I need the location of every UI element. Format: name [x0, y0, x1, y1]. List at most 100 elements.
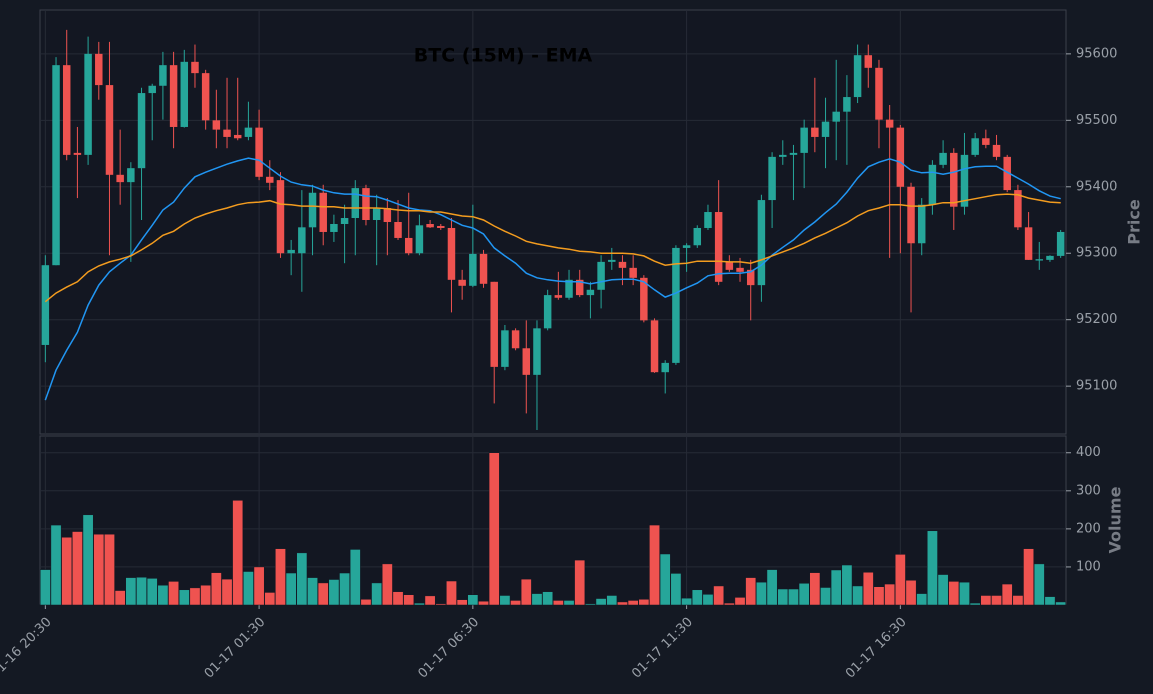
volume-bar: [157, 584, 169, 606]
candle-body: [319, 192, 327, 232]
volume-bar: [467, 594, 479, 606]
volume-bar: [146, 578, 158, 606]
price-axis-label: Price: [1125, 199, 1144, 245]
candle-body: [885, 119, 894, 128]
candle-body: [127, 168, 135, 183]
candle-body: [1014, 190, 1022, 228]
candle-body: [340, 218, 349, 224]
volume-bar: [809, 572, 821, 606]
volume-bar: [595, 598, 607, 606]
candle-body: [907, 186, 915, 244]
candle-body: [522, 348, 531, 375]
candle-body: [255, 127, 263, 177]
volume-bar: [392, 591, 404, 606]
volume-bar: [307, 577, 318, 606]
y-tick-label: 300: [1076, 483, 1101, 498]
volume-bar: [1055, 601, 1067, 606]
candle-body: [960, 154, 969, 207]
volume-axis-label: Volume: [1106, 486, 1125, 553]
volume-bar: [424, 595, 436, 606]
volume-bar: [232, 500, 244, 606]
candle-body: [875, 67, 883, 120]
candle-body: [233, 134, 242, 139]
candle-body: [84, 53, 92, 155]
candle-body: [629, 267, 637, 278]
candle-body: [276, 180, 285, 254]
candle-body: [191, 61, 199, 74]
volume-bar: [520, 578, 532, 606]
volume-bar: [723, 602, 735, 606]
volume-bar: [510, 600, 521, 606]
candle-body: [362, 188, 370, 221]
candle-body: [746, 269, 755, 286]
volume-bar: [478, 600, 489, 606]
candle-body: [950, 152, 958, 207]
candle-body: [479, 253, 488, 284]
volume-bar: [371, 582, 383, 606]
volume-bar: [93, 533, 105, 606]
volume-bar: [488, 452, 500, 606]
volume-bar: [168, 581, 179, 606]
volume-bar: [61, 536, 73, 606]
volume-bar: [82, 514, 94, 606]
candle-body: [351, 188, 360, 219]
volume-bar: [114, 590, 126, 606]
volume-bar: [713, 585, 725, 606]
volume-bar: [659, 553, 671, 606]
candle-body: [41, 265, 50, 345]
candle-body: [736, 267, 744, 272]
volume-bar: [916, 593, 928, 606]
candle-body: [490, 281, 498, 367]
volume-bar: [446, 580, 457, 606]
y-tick-label: 95100: [1076, 379, 1117, 394]
candle-body: [298, 227, 306, 254]
candle-body: [404, 237, 413, 254]
candle-body: [554, 295, 563, 298]
volume-bar: [948, 581, 960, 606]
candle-body: [597, 261, 605, 290]
volume-bar: [125, 577, 137, 606]
candle-body: [640, 277, 648, 321]
y-tick-label: 200: [1076, 521, 1101, 536]
volume-bar: [285, 572, 297, 606]
volume-bar: [702, 594, 714, 606]
candle-body: [543, 295, 552, 329]
volume-bar: [221, 578, 233, 606]
volume-bar: [1023, 548, 1034, 606]
candle-body: [575, 279, 584, 296]
volume-bar: [670, 573, 682, 606]
candle-body: [661, 362, 669, 373]
volume-bar: [531, 593, 543, 606]
y-tick-label: 100: [1076, 559, 1101, 574]
volume-bar: [339, 572, 350, 606]
volume-bar: [862, 572, 874, 606]
volume-bar: [328, 579, 340, 606]
candle-body: [672, 247, 680, 363]
candle-body: [982, 138, 990, 145]
volume-bar: [104, 533, 115, 606]
volume-bar: [627, 600, 639, 606]
candle-body: [650, 320, 659, 373]
volume-bar: [820, 587, 831, 606]
volume-bar: [381, 563, 393, 606]
candle-body: [853, 55, 862, 98]
candle-body: [725, 261, 734, 270]
candle-body: [169, 65, 178, 127]
candle-body: [308, 192, 317, 228]
y-tick-label: 95400: [1076, 179, 1117, 194]
candle-body: [148, 85, 156, 94]
volume-bar: [499, 595, 511, 606]
candle-body: [789, 152, 798, 155]
y-tick-label: 95500: [1076, 113, 1117, 128]
volume-bar: [991, 595, 1002, 606]
candle-body: [811, 127, 819, 137]
candle-body: [469, 253, 477, 286]
volume-bar: [927, 530, 938, 606]
candle-body: [394, 222, 402, 238]
volume-bar: [788, 588, 799, 606]
candle-body: [437, 225, 445, 228]
volume-bar: [403, 594, 415, 606]
volume-bar: [136, 576, 147, 606]
volume-bar: [435, 603, 447, 606]
volume-bar: [691, 589, 703, 606]
